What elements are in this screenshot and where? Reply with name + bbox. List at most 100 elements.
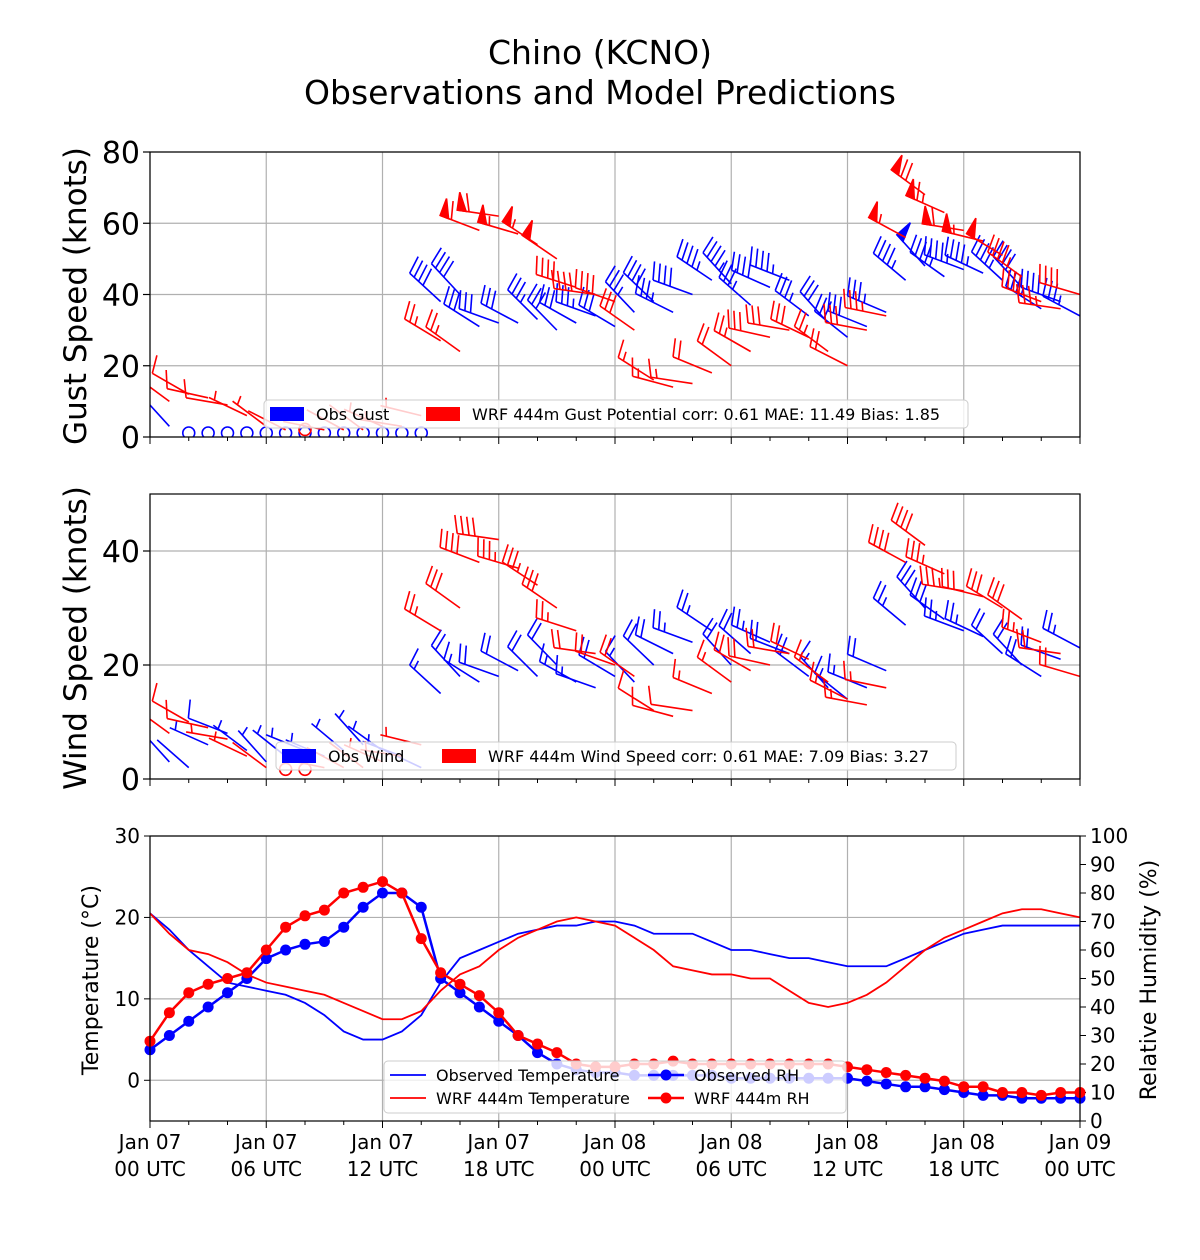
wind-barb-model-33: [745, 627, 790, 655]
point-wrf-444m-rh-37: [861, 1064, 873, 1076]
gust-barb-obs-28: [652, 261, 693, 296]
point-observed-rh-10: [338, 921, 350, 933]
gust-barb-model-15: [403, 300, 442, 342]
wind-barb-model-21: [521, 566, 558, 609]
point-wrf-444m-rh-13: [396, 887, 408, 899]
point-observed-rh-43: [977, 1089, 989, 1101]
rh-ytick-label-0: 0: [1090, 1109, 1103, 1133]
gust-barb-model-25: [599, 288, 635, 331]
wind-barb-obs-0: [150, 755, 151, 757]
xtick-label-date-0: Jan 07: [117, 1130, 182, 1154]
point-observed-rh-17: [473, 1001, 485, 1013]
point-wrf-444m-rh-12: [377, 876, 388, 888]
temp-legend-box: [383, 1060, 847, 1114]
gust-ytick-label-0: 0: [121, 421, 140, 456]
gust-barb-obs-20: [507, 273, 539, 321]
wind-barb-model-15: [403, 590, 442, 632]
gust-barb-model-17: [439, 198, 480, 232]
gust-barb-model-34: [770, 300, 810, 338]
wind-barb-model-40: [890, 502, 926, 546]
wind-barb-obs-11: [334, 709, 364, 746]
gust-barb-model-41: [904, 178, 945, 214]
wind-barb-model-18: [454, 514, 499, 541]
gust-barb-model-47: [1015, 284, 1061, 310]
gust-legend: Obs Gust WRF 444m Gust Potential corr: 0.…: [263, 399, 969, 429]
wind-barb-obs-34: [774, 633, 810, 678]
xtick-label-time-6: 12 UTC: [812, 1157, 883, 1181]
xtick-label-time-0: 00 UTC: [114, 1157, 185, 1181]
point-wrf-444m-rh-8: [299, 910, 311, 922]
point-wrf-444m-rh-45: [1016, 1087, 1028, 1098]
wind-barb-obs-33: [749, 619, 790, 655]
temp-ytick-label-1: 10: [115, 987, 140, 1011]
gust-barb-obs-21: [526, 283, 558, 331]
gust-barb-model-31: [713, 312, 752, 353]
wind-legend-swatch-model: [442, 749, 476, 763]
gust-barb-obs-5: [240, 426, 254, 437]
xtick-label-time-4: 00 UTC: [579, 1157, 650, 1181]
gust-barb-obs-34: [774, 272, 810, 317]
wind-barb-model-24: [574, 632, 616, 666]
wind-barb-obs-46: [1004, 635, 1042, 678]
point-observed-rh-6: [260, 953, 272, 965]
gust-barb-obs-43: [944, 236, 984, 274]
gust-barb-model-28: [647, 358, 693, 385]
temp-ytick-label-2: 20: [115, 905, 140, 929]
gust-barb-model-4: [183, 379, 228, 406]
xtick-label-time-2: 12 UTC: [347, 1157, 418, 1181]
wind-barb-obs-42: [923, 597, 965, 632]
gust-barb-model-22: [535, 255, 577, 289]
gust-barb-obs-44: [970, 234, 1004, 281]
gust-ytick-label-2: 40: [102, 279, 140, 314]
gust-barb-obs-17: [443, 285, 480, 328]
wind-barb-obs-47: [1020, 626, 1061, 661]
wind-barb-model-26: [617, 670, 655, 712]
wind-barb-obs-48: [1042, 609, 1080, 649]
point-observed-rh-37: [861, 1075, 873, 1087]
temp-ytick-label-0: 0: [127, 1068, 140, 1092]
point-wrf-444m-rh-2: [183, 987, 195, 999]
point-wrf-444m-rh-44: [997, 1087, 1008, 1098]
rh-ytick-label-9: 90: [1090, 853, 1115, 877]
gust-frame: [149, 151, 1081, 438]
gust-legend-swatch-obs: [270, 407, 304, 421]
gust-barb-model-45: [987, 234, 1023, 278]
wind-legend-label-model: WRF 444m Wind Speed corr: 0.61 MAE: 7.09…: [488, 747, 929, 766]
point-observed-rh-39: [900, 1081, 912, 1093]
gust-barb-model-16: [425, 309, 461, 353]
xtick-label-time-3: 18 UTC: [463, 1157, 534, 1181]
gust-barb-obs-1: [150, 391, 170, 427]
point-observed-rh-3: [202, 1001, 214, 1013]
point-wrf-444m-rh-46: [1035, 1089, 1047, 1101]
point-observed-rh-7: [280, 944, 292, 956]
wind-barb-obs-20: [507, 630, 539, 677]
wind-barb-obs-22: [538, 643, 577, 683]
gust-barb-model-6: [232, 395, 267, 427]
wind-legend: Obs Wind WRF 444m Wind Speed corr: 0.61 M…: [275, 741, 957, 771]
gust-barb-obs-0: [150, 418, 151, 420]
point-observed-rh-1: [163, 1030, 175, 1041]
gust-ylabel: Gust Speed (knots): [58, 147, 94, 445]
point-wrf-444m-rh-5: [241, 967, 253, 979]
gust-barb-model-27: [631, 357, 674, 388]
wind-barb-model-1: [150, 718, 170, 735]
xtick-label-time-7: 18 UTC: [928, 1157, 999, 1181]
gust-barb-obs-27: [634, 275, 674, 314]
point-wrf-444m-rh-14: [415, 933, 427, 945]
gust-legend-label-model: WRF 444m Gust Potential corr: 0.61 MAE: …: [472, 405, 940, 424]
wind-barb-model-44: [965, 568, 1003, 609]
point-wrf-444m-rh-18: [493, 1007, 505, 1019]
gust-barb-obs-39: [872, 235, 907, 281]
xtick-label-date-6: Jan 08: [814, 1130, 879, 1154]
wind-barb-obs-31: [718, 608, 752, 655]
point-wrf-444m-rh-47: [1055, 1087, 1067, 1098]
gust-barb-obs-4: [220, 426, 235, 437]
point-wrf-444m-rh-21: [551, 1047, 563, 1059]
gust-barb-model-44: [965, 217, 1003, 256]
wind-barb-model-35: [793, 639, 829, 683]
gust-barb-obs-16: [430, 247, 461, 296]
rh-ytick-label-6: 60: [1090, 938, 1115, 962]
point-observed-rh-11: [357, 901, 369, 913]
temp-legend-label-0: Observed Temperature: [436, 1066, 619, 1085]
gust-barb-model-46: [1001, 267, 1042, 303]
